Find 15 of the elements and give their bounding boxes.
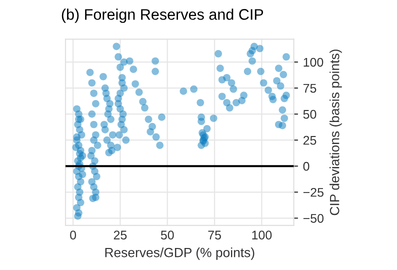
- x-tick-label: 75: [208, 230, 221, 240]
- y-tick-label: 75: [303, 84, 316, 93]
- y-axis-title: CIP deviations (basis points): [330, 50, 342, 216]
- chart-title: (b) Foreign Reserves and CIP: [62, 8, 264, 23]
- x-tick-label: 0: [70, 230, 76, 240]
- y-tick-label: 50: [303, 110, 316, 119]
- x-tick-label: 100: [252, 230, 272, 240]
- y-tick-label: 0: [303, 162, 310, 171]
- y-tick-label: 25: [303, 136, 316, 145]
- x-tick-label: 25: [114, 230, 127, 240]
- x-axis-title: Reserves/GDP (% points): [105, 248, 254, 260]
- y-tick-label: −25: [303, 188, 324, 197]
- y-tick-label: 100: [304, 58, 324, 67]
- y-tick-label: −50: [303, 214, 324, 223]
- x-tick-label: 50: [160, 230, 174, 240]
